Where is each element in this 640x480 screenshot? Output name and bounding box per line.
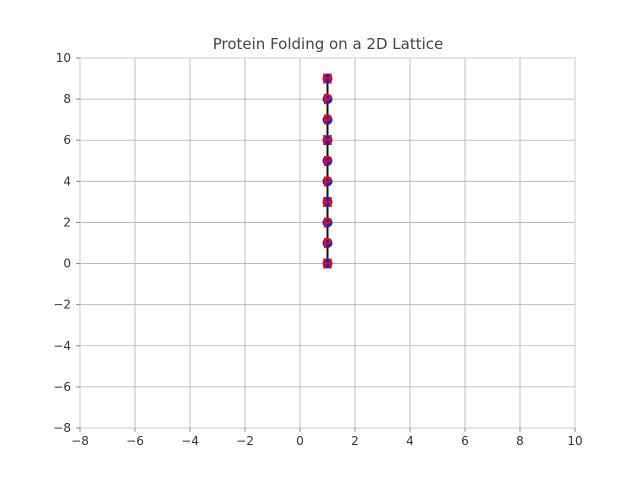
y-tick-label: 2 (63, 215, 71, 229)
residue-label: P (323, 155, 333, 170)
x-tick-label: −6 (126, 434, 144, 448)
x-tick-label: −8 (71, 434, 89, 448)
chart-title: Protein Folding on a 2D Lattice (213, 35, 444, 53)
y-tick-label: 6 (63, 133, 71, 147)
y-tick-label: −4 (53, 339, 71, 353)
residue-label: H (322, 196, 333, 211)
residue-label: P (323, 93, 333, 108)
residue-marker (322, 155, 333, 166)
y-tick-label: 10 (56, 51, 71, 65)
residue-marker (322, 217, 333, 228)
residue-marker (322, 94, 333, 105)
residue-label: H (322, 73, 333, 88)
y-tick-label: −2 (53, 298, 71, 312)
x-tick-label: 4 (406, 434, 414, 448)
x-tick-label: 8 (516, 434, 524, 448)
x-tick-label: 2 (351, 434, 359, 448)
y-tick-label: −8 (53, 421, 71, 435)
x-tick-label: 10 (567, 434, 582, 448)
residue-marker (322, 196, 333, 207)
residue-label: P (323, 216, 333, 231)
x-tick-label: −2 (236, 434, 254, 448)
residue-marker (322, 176, 333, 187)
residue-label: P (323, 114, 333, 129)
residue-label: P (323, 175, 333, 190)
residue-label: H (322, 258, 333, 273)
x-tick-label: 6 (461, 434, 469, 448)
y-tick-label: −6 (53, 380, 71, 394)
residue-marker (322, 258, 333, 269)
y-tick-label: 8 (63, 92, 71, 106)
y-tick-label: 4 (63, 174, 71, 188)
x-tick-label: 0 (296, 434, 304, 448)
residue-marker (322, 73, 333, 84)
y-tick-label: 0 (63, 257, 71, 271)
residue-marker (322, 238, 333, 248)
x-axis-ticks: −8 −6 −4 −2 0 2 4 6 8 10 (71, 428, 583, 448)
residue-marker (322, 114, 333, 125)
residue-marker (322, 135, 333, 146)
residue-label: P (323, 237, 333, 252)
y-axis-ticks: −8 −6 −4 −2 0 2 4 6 8 10 (53, 51, 80, 435)
residue-label: H (322, 134, 333, 149)
x-tick-label: −4 (181, 434, 199, 448)
plot-frame (79, 57, 576, 429)
